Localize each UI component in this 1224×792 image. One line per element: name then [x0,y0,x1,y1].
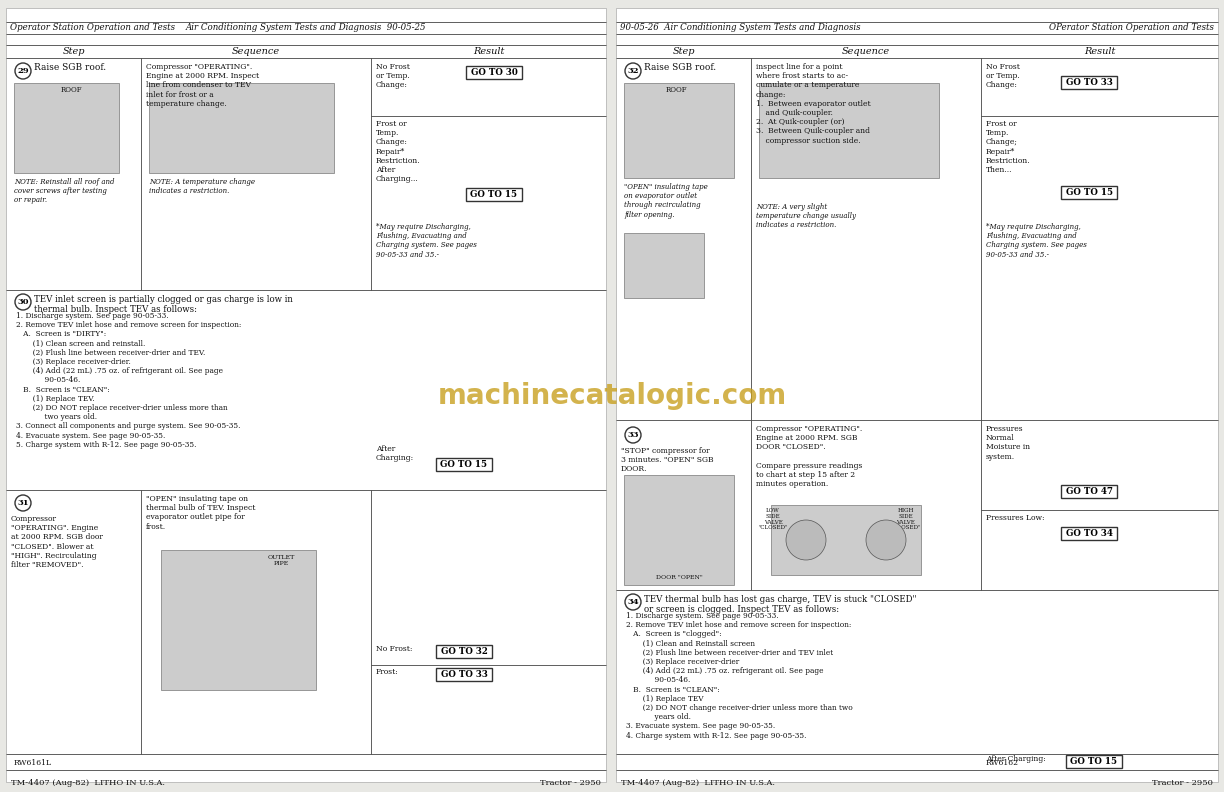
Bar [466,66,521,79]
Text: Sequence: Sequence [842,47,890,55]
Bar [162,550,316,690]
Text: Raise SGB roof.: Raise SGB roof. [644,63,716,72]
Text: Pressures
Normal
Moisture in
system.: Pressures Normal Moisture in system. [987,425,1031,461]
Text: After
Charging:: After Charging: [376,445,414,463]
Circle shape [867,520,906,560]
Text: 1. Discharge system. See page 90-05-33.
2. Remove TEV inlet hose and remove scre: 1. Discharge system. See page 90-05-33. … [625,612,853,740]
Text: RW6162: RW6162 [987,759,1020,767]
Bar [436,645,492,658]
Text: No Frost:: No Frost: [376,645,412,653]
Text: Frost or
Temp.
Change;
Repair*
Restriction.
Then...: Frost or Temp. Change; Repair* Restricti… [987,120,1031,174]
Text: Compressor
"OPERATING". Engine
at 2000 RPM. SGB door
"CLOSED". Blower at
"HIGH".: Compressor "OPERATING". Engine at 2000 R… [11,515,103,569]
Text: Frost:: Frost: [376,668,399,676]
Bar [1061,186,1118,199]
Bar [616,8,1218,782]
Text: machinecatalogic.com: machinecatalogic.com [437,382,787,410]
Text: 1. Discharge system. See page 90-05-33.
2. Remove TEV inlet hose and remove scre: 1. Discharge system. See page 90-05-33. … [16,312,241,449]
Text: GO TO 15: GO TO 15 [1066,188,1113,197]
Bar [1066,755,1122,768]
Text: OPerator Station Operation and Tests: OPerator Station Operation and Tests [1049,22,1214,32]
Bar [466,188,521,201]
Bar [1061,527,1118,540]
Text: GO TO 15: GO TO 15 [1071,757,1118,766]
Text: 90-05-26  Air Conditioning System Tests and Diagnosis: 90-05-26 Air Conditioning System Tests a… [621,22,860,32]
Text: OUTLET
PIPE: OUTLET PIPE [267,555,295,565]
Bar [436,668,492,681]
Bar [149,83,334,173]
Text: Result: Result [1083,47,1115,55]
Bar [771,505,920,575]
Text: inspect line for a point
where frost starts to ac-
cumulate or a temperature
cha: inspect line for a point where frost sta… [756,63,870,145]
Text: NOTE: A temperature change
indicates a restriction.: NOTE: A temperature change indicates a r… [149,178,255,195]
Text: GO TO 33: GO TO 33 [1066,78,1113,87]
Text: GO TO 47: GO TO 47 [1066,487,1113,496]
Text: After Charging:: After Charging: [987,755,1045,763]
Text: Step: Step [62,47,84,55]
Text: 33: 33 [627,431,639,439]
Circle shape [625,63,641,79]
Text: Result: Result [472,47,504,55]
Text: ROOF: ROOF [60,86,82,94]
Text: *May require Discharging,
Flushing, Evacuating and
Charging system. See pages
90: *May require Discharging, Flushing, Evac… [376,223,477,259]
Text: No Frost
or Temp.
Change:: No Frost or Temp. Change: [376,63,410,89]
Text: TEV thermal bulb has lost gas charge, TEV is stuck "CLOSED"
or screen is clogged: TEV thermal bulb has lost gas charge, TE… [644,595,917,615]
Text: ROOF: ROOF [666,86,687,94]
Circle shape [15,294,31,310]
Text: TEV inlet screen is partially clogged or gas charge is low in
thermal bulb. Insp: TEV inlet screen is partially clogged or… [34,295,293,314]
Text: Compressor "OPERATING".
Engine at 2000 RPM. SGB
DOOR "CLOSED".

Compare pressure: Compressor "OPERATING". Engine at 2000 R… [756,425,863,488]
Bar [13,83,119,173]
Text: Operator Station Operation and Tests: Operator Station Operation and Tests [10,22,175,32]
Bar [759,83,939,178]
Bar [1061,485,1118,498]
Bar [6,8,606,782]
Text: TM-4407 (Aug-82)  LITHO IN U.S.A.: TM-4407 (Aug-82) LITHO IN U.S.A. [621,779,775,787]
Text: "OPEN" insulating tape
on evaporator outlet
through recirculating
filter opening: "OPEN" insulating tape on evaporator out… [624,183,707,219]
Text: Frost or
Temp.
Change:
Repair*
Restriction.
After
Charging...: Frost or Temp. Change: Repair* Restricti… [376,120,421,183]
Text: Compressor "OPERATING".
Engine at 2000 RPM. Inspect
line from condenser to TEV
i: Compressor "OPERATING". Engine at 2000 R… [146,63,259,108]
Text: GO TO 15: GO TO 15 [470,190,518,199]
Circle shape [15,495,31,511]
Circle shape [625,427,641,443]
Text: 32: 32 [627,67,639,75]
Text: Pressures Low:: Pressures Low: [987,514,1044,522]
Text: LOW
SIDE
VALVE
"CLOSED": LOW SIDE VALVE "CLOSED" [758,508,788,531]
Text: DOOR "OPEN": DOOR "OPEN" [656,575,703,580]
Text: Sequence: Sequence [231,47,280,55]
Text: 30: 30 [17,298,28,306]
Text: Step: Step [672,47,695,55]
Text: 34: 34 [627,598,639,606]
Text: Tractor - 2950: Tractor - 2950 [540,779,601,787]
Text: TM-4407 (Aug-82)  LITHO IN U.S.A.: TM-4407 (Aug-82) LITHO IN U.S.A. [11,779,165,787]
Text: GO TO 33: GO TO 33 [441,670,487,679]
Text: RW6161L: RW6161L [13,759,51,767]
Text: GO TO 34: GO TO 34 [1066,529,1113,538]
Bar [624,475,734,585]
Text: No Frost
or Temp.
Change:: No Frost or Temp. Change: [987,63,1020,89]
Bar [436,458,492,471]
Text: 29: 29 [17,67,29,75]
Circle shape [15,63,31,79]
Circle shape [786,520,826,560]
Text: GO TO 32: GO TO 32 [441,647,487,656]
Text: Air Conditioning System Tests and Diagnosis  90-05-25: Air Conditioning System Tests and Diagno… [186,22,426,32]
Text: Raise SGB roof.: Raise SGB roof. [34,63,106,72]
Bar [624,83,734,178]
Text: NOTE: Reinstall all roof and
cover screws after testing
or repair.: NOTE: Reinstall all roof and cover screw… [13,178,115,204]
Text: 31: 31 [17,499,29,507]
Text: NOTE: A very slight
temperature change usually
indicates a restriction.: NOTE: A very slight temperature change u… [756,203,856,230]
Circle shape [625,594,641,610]
Bar [624,233,704,298]
Text: "OPEN" insulating tape on
thermal bulb of TEV. Inspect
evaporator outlet pipe fo: "OPEN" insulating tape on thermal bulb o… [146,495,256,531]
Text: *May require Discharging,
Flushing, Evacuating and
Charging system. See pages
90: *May require Discharging, Flushing, Evac… [987,223,1087,259]
Text: "STOP" compressor for
3 minutes. "OPEN" SGB
DOOR.: "STOP" compressor for 3 minutes. "OPEN" … [621,447,714,474]
Bar [1061,76,1118,89]
Text: Tractor - 2950: Tractor - 2950 [1152,779,1213,787]
Text: HIGH
SIDE
VALVE
"CLOSED": HIGH SIDE VALVE "CLOSED" [891,508,920,531]
Text: GO TO 30: GO TO 30 [470,68,518,77]
Text: GO TO 15: GO TO 15 [441,460,487,469]
